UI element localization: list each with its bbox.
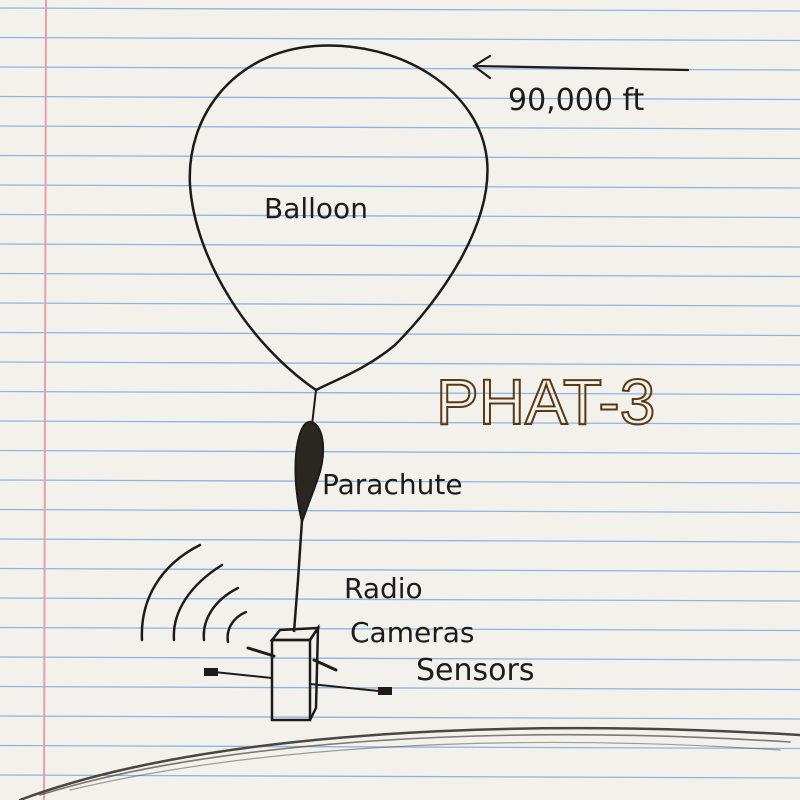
rule-line xyxy=(0,36,800,42)
margin-line xyxy=(43,0,47,800)
rule-line xyxy=(0,774,800,779)
balloon-envelope xyxy=(188,44,489,392)
rule-line xyxy=(0,331,800,337)
sensor-left-icon xyxy=(204,668,218,676)
rule-line xyxy=(0,302,800,307)
title-label: PHAT-3 xyxy=(436,366,655,438)
rule-line xyxy=(0,361,800,366)
rule-line xyxy=(0,213,800,219)
sensor-arms xyxy=(213,671,389,693)
balloon-tether xyxy=(311,389,317,426)
payload-line xyxy=(292,519,304,633)
sensor-right-icon xyxy=(378,687,392,695)
rule-line xyxy=(0,449,800,455)
radio-waves-icon xyxy=(140,543,248,644)
radio-label: Radio xyxy=(344,572,423,605)
payload-box xyxy=(269,623,321,722)
rule-line xyxy=(0,597,800,602)
rule-line xyxy=(0,243,800,248)
balloon-label: Balloon xyxy=(264,192,368,225)
rule-line xyxy=(0,656,800,661)
parachute-label: Parachute xyxy=(322,468,463,501)
rule-line xyxy=(0,508,800,514)
rule-line xyxy=(0,95,800,101)
rule-line xyxy=(0,390,800,396)
rule-line xyxy=(0,715,800,720)
rule-line xyxy=(0,272,800,278)
rule-line xyxy=(0,420,800,425)
camera-arms xyxy=(246,646,338,672)
rule-line xyxy=(0,7,800,12)
cameras-label: Cameras xyxy=(350,616,474,649)
sensors-label: Sensors xyxy=(416,653,534,688)
rule-line xyxy=(0,154,800,160)
rule-line xyxy=(0,626,800,632)
rule-line xyxy=(0,685,800,691)
rule-line xyxy=(0,125,800,130)
earth-horizon xyxy=(18,726,800,800)
altitude-label: 90,000 ft xyxy=(508,83,645,118)
rule-line xyxy=(0,184,800,189)
rule-line xyxy=(0,538,800,543)
ruled-lines xyxy=(0,7,800,779)
rule-line xyxy=(0,567,800,573)
altitude-arrow-icon xyxy=(472,54,690,80)
rule-line xyxy=(0,479,800,484)
